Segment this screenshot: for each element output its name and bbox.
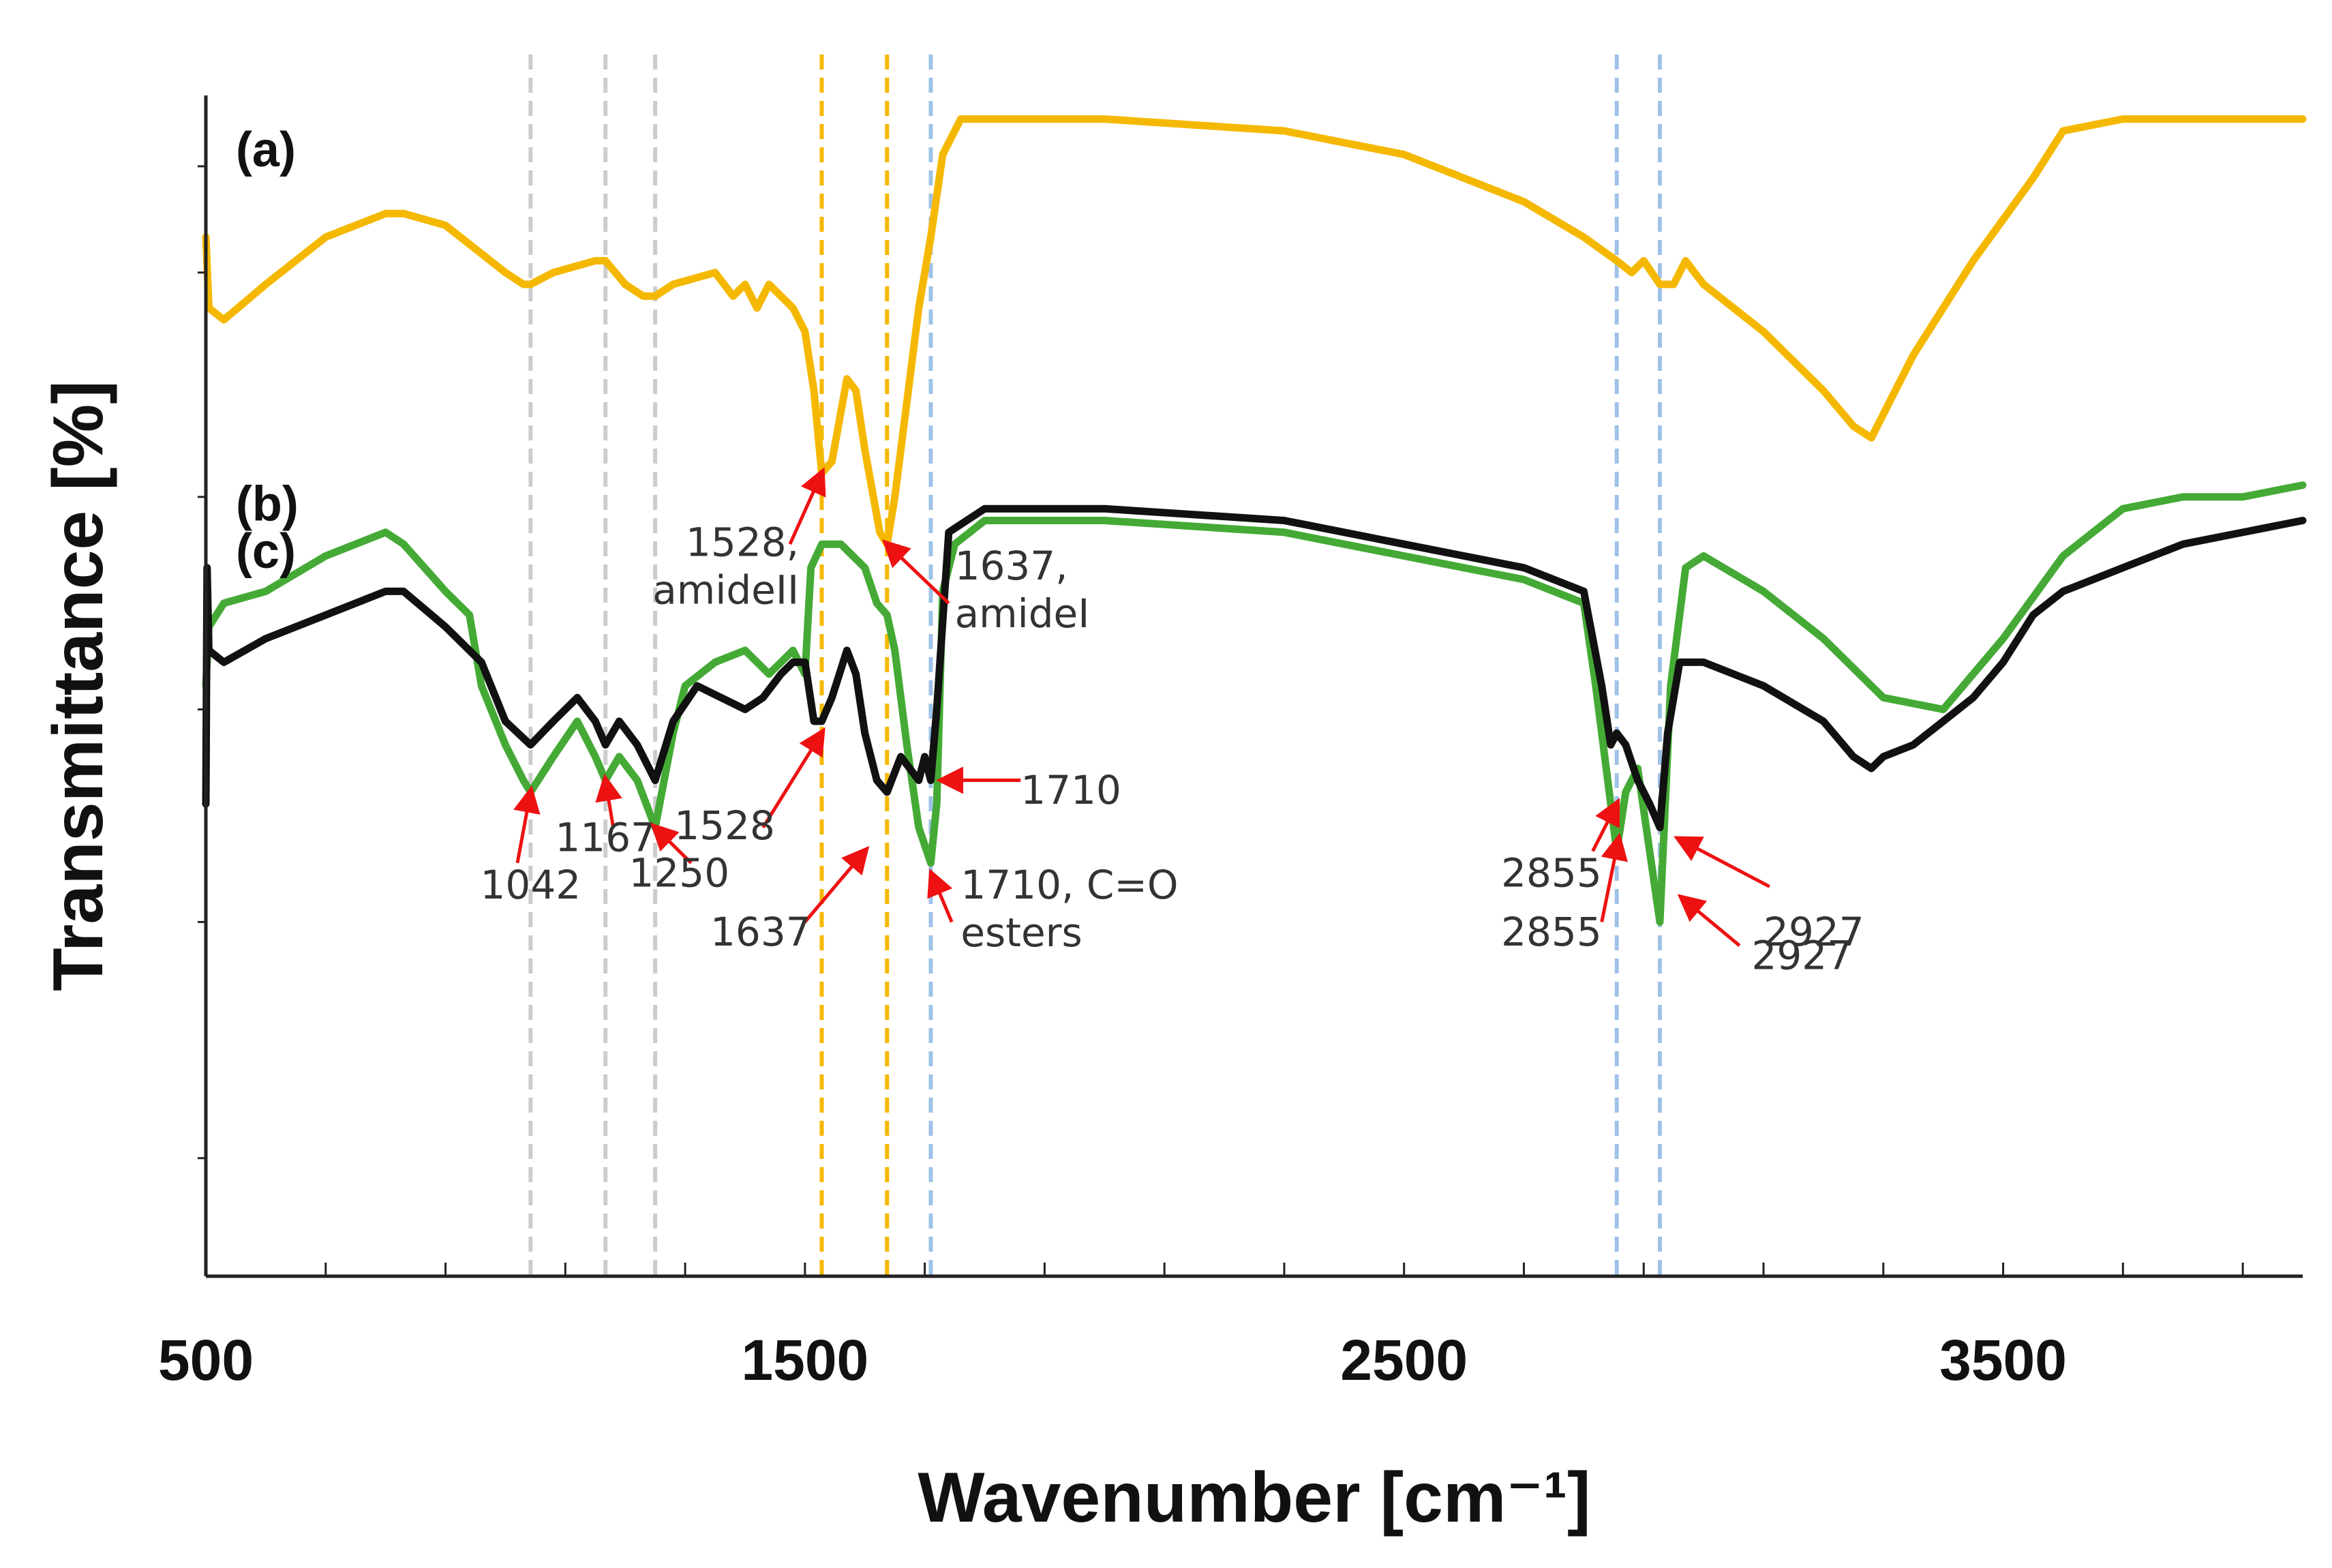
x-tick-label: 3500	[1939, 1328, 2067, 1392]
y-axis-title: Transmittance [%]	[39, 380, 118, 991]
peak-annotation-b2927: 2927	[1677, 894, 1852, 979]
annotation-label: amideⅠ	[955, 590, 1090, 637]
peak-annotation-c1710: 1710	[935, 766, 1121, 813]
annotation-label: 1042	[481, 862, 581, 908]
x-tick-label: 2500	[1340, 1328, 1468, 1392]
annotation-arrow	[595, 773, 622, 828]
axis-ticks: 500 1500 2500 3500	[158, 165, 2244, 1392]
annotation-label: 1528,	[686, 519, 799, 565]
panel-label-b: (b)	[236, 477, 299, 532]
x-axis-title: Wavenumber [cm⁻¹]	[918, 1458, 1590, 1537]
annotation-label: 2927	[1763, 909, 1864, 955]
peak-annotation-b2855: 2855	[1501, 798, 1620, 896]
series-line-b	[202, 481, 2307, 926]
peak-annotation-c1637: 1637	[710, 845, 870, 955]
annotation-label: 2855	[1501, 849, 1602, 896]
annotation-arrow	[1674, 836, 1770, 888]
annotation-arrow	[882, 539, 950, 605]
annotation-arrow	[761, 727, 826, 829]
x-tick-label: 500	[158, 1328, 254, 1392]
spectra	[202, 115, 2307, 926]
panel-label-a: (a)	[236, 123, 296, 177]
annotation-arrow	[513, 785, 541, 864]
annotation-label: 1637,	[955, 543, 1068, 589]
annotation-arrow	[650, 822, 693, 864]
peak-annotation-c2855: 2855	[1501, 832, 1628, 955]
peak-annotation-a1637: 1637,amideⅠ	[882, 539, 1090, 637]
annotation-label: 1710	[1020, 767, 1121, 813]
annotation-arrow	[927, 868, 954, 923]
annotation-arrow	[788, 467, 826, 545]
annotation-label: 1250	[629, 849, 729, 896]
peak-annotation-b1167: 1167	[555, 773, 656, 860]
annotation-arrow	[803, 845, 870, 924]
series-line-c	[202, 504, 2307, 832]
axes	[204, 95, 2303, 1278]
annotation-label: 1167	[555, 814, 656, 860]
annotation-label: amideⅠⅠ	[652, 567, 799, 613]
annotation-arrow	[1600, 832, 1628, 922]
annotation-label: 1637	[710, 909, 811, 955]
vertical-guides	[528, 55, 1662, 1276]
series-line-a	[202, 115, 2307, 548]
annotation-arrow	[1591, 798, 1620, 852]
annotation-label: 1710, C=O	[960, 862, 1178, 908]
peak-annotation-b1042: 1042	[481, 785, 581, 908]
peak-annotation-a1528: 1528,amideⅠⅠ	[652, 467, 826, 613]
panel-label-c: (c)	[236, 524, 296, 579]
annotation-label: esters	[960, 909, 1082, 956]
x-tick-label: 1500	[741, 1328, 868, 1392]
annotation-label: 1528	[674, 802, 775, 849]
annotation-label: 2927	[1751, 933, 1852, 979]
panel-labels: (a) (b)(c)	[236, 123, 299, 579]
peak-annotation-b1250: 1250	[629, 822, 729, 896]
peak-annotation-c1528: 1528	[674, 727, 826, 849]
peak-annotation-c2927: 2927	[1674, 836, 1864, 955]
annotation-arrow	[1677, 894, 1741, 947]
annotation-label: 2855	[1501, 909, 1602, 955]
